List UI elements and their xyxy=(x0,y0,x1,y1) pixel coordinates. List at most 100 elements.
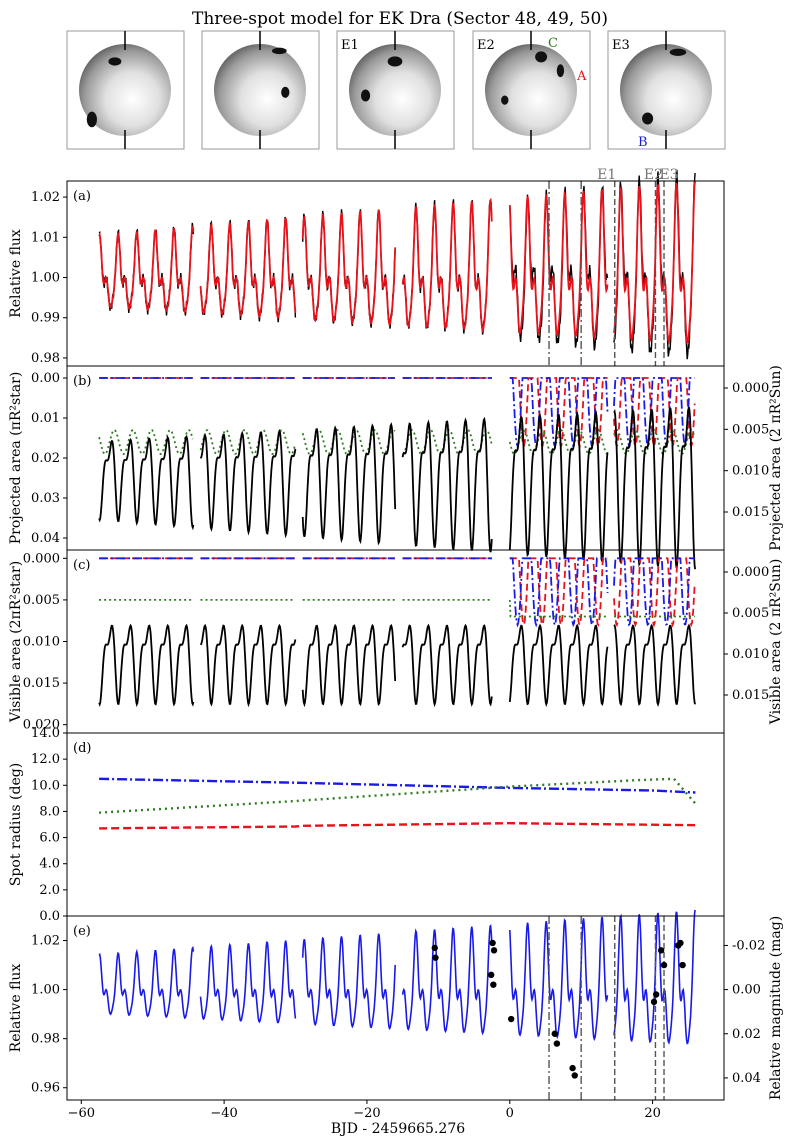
flare-point xyxy=(679,961,686,969)
star-disk xyxy=(214,44,306,136)
panel-frame xyxy=(66,732,725,917)
y-tick-label: 0.020 xyxy=(23,718,60,733)
panel-frame xyxy=(66,180,725,367)
starspot-1 xyxy=(271,47,287,55)
event-label: E3 xyxy=(659,167,678,183)
x-tick-label: 20 xyxy=(644,1106,661,1121)
y2-axis-label: Relative magnitude (mag) xyxy=(768,916,784,1100)
flare-point xyxy=(650,998,658,1006)
y-tick-label: 6.0 xyxy=(39,831,60,846)
spot-series-a xyxy=(99,557,696,628)
flare-point xyxy=(490,947,498,954)
starspot-3 xyxy=(501,95,509,105)
y-tick-label: 0.98 xyxy=(31,1032,60,1047)
spot-label-c: C xyxy=(548,36,558,51)
y-tick-label: 0.04 xyxy=(31,531,60,546)
flare-point xyxy=(490,981,497,988)
inset-4: E2 xyxy=(472,30,591,150)
starspot-1 xyxy=(669,48,687,56)
flux-curve xyxy=(98,909,696,1045)
event-label: E2 xyxy=(644,167,663,183)
y-tick-label: 1.02 xyxy=(31,190,60,205)
y-tick-label: 0.98 xyxy=(31,351,60,366)
y2-tick-label: 0.005 xyxy=(732,422,769,437)
y2-tick-label: 0.000 xyxy=(732,381,769,396)
y-tick-label: 1.02 xyxy=(31,934,60,949)
y-tick-label: 0.000 xyxy=(23,551,60,566)
inset-5: E3 xyxy=(607,30,726,150)
y-tick-label: 1.00 xyxy=(31,983,60,998)
y-tick-label: 0.96 xyxy=(31,1081,60,1096)
inset-label: E3 xyxy=(612,38,630,53)
model-curve xyxy=(98,180,696,345)
flare-point xyxy=(432,954,439,961)
flare-point xyxy=(569,1064,576,1072)
panel-letter: (d) xyxy=(73,741,91,756)
y-tick-label: 0.0 xyxy=(39,909,60,924)
starspot-2 xyxy=(556,64,565,78)
panel-letter: (a) xyxy=(73,189,91,204)
y2-tick-label: 0.010 xyxy=(732,647,769,662)
panel-a-light-curve: 0.98 0.99 1.00 1.01 1.02 Relative flux (a) E1 E2… xyxy=(8,167,725,367)
flare-point xyxy=(431,944,438,952)
y-axis-label: Relative flux xyxy=(8,229,24,318)
starspot-2 xyxy=(642,112,654,125)
x-tick-label: −20 xyxy=(353,1106,380,1121)
y-tick-label: 0.01 xyxy=(31,411,60,426)
panel-letter: (b) xyxy=(73,374,91,389)
total-area-curve xyxy=(98,623,696,708)
y-axis-label: Spot radius (deg) xyxy=(8,763,24,886)
flare-point xyxy=(551,1030,558,1037)
spot-series-b xyxy=(99,557,695,628)
star-disk xyxy=(620,44,712,136)
y-tick-label: 0.010 xyxy=(23,635,60,650)
y2-tick-label: 0.02 xyxy=(732,1027,761,1042)
inset-label: E2 xyxy=(477,38,495,53)
radius-series-spot-a xyxy=(99,821,696,830)
y2-tick-label: 0.00 xyxy=(732,983,761,998)
y-tick-label: 0.03 xyxy=(31,491,60,506)
panel-c-visible-area: 0.000 0.005 0.010 0.015 0.020 0.000 0.005 0.010… xyxy=(8,549,784,734)
flare-point xyxy=(507,1015,515,1023)
spot-label-a: A xyxy=(576,69,587,84)
y-tick-label: 0.02 xyxy=(31,451,60,466)
panel-d-spot-radius: 0.0 2.0 4.0 6.0 8.0 10.0 12.0 14.0 Spot radius (… xyxy=(8,726,725,924)
panel-letter: (e) xyxy=(73,924,91,939)
spot-series-b xyxy=(99,377,695,449)
flare-point xyxy=(487,971,495,979)
spot-label-b: B xyxy=(638,135,648,150)
y2-tick-label: 0.005 xyxy=(732,606,769,621)
star-disk xyxy=(485,44,577,136)
starspot-2 xyxy=(281,86,290,98)
inset-1 xyxy=(66,30,185,150)
x-tick-label: −40 xyxy=(210,1106,237,1121)
panel-frame xyxy=(66,915,725,1101)
panel-letter: (c) xyxy=(73,558,90,573)
radius-series-spot-b xyxy=(99,777,696,794)
y-tick-label: 2.0 xyxy=(39,883,60,898)
panel-b-projected-area: 0.00 0.01 0.02 0.03 0.04 0.000 0.005 0.010 0.015… xyxy=(8,365,784,570)
y-axis-label: Relative flux xyxy=(8,964,24,1053)
starspot-1 xyxy=(108,57,122,66)
flare-point xyxy=(571,1072,578,1079)
flare-point xyxy=(677,939,684,947)
radius-series-spot-c xyxy=(99,777,697,814)
x-tick-label: −60 xyxy=(68,1106,95,1121)
starspot-2 xyxy=(360,89,371,102)
spot-series-a xyxy=(99,377,696,449)
y-tick-label: 4.0 xyxy=(39,857,60,872)
total-area-curve xyxy=(98,406,696,570)
spot-model-insets: E1 E2 E3 C A B xyxy=(66,30,726,150)
event-label: E1 xyxy=(597,167,616,183)
x-axis-label: BJD - 2459665.276 xyxy=(331,1121,465,1137)
star-disk xyxy=(79,44,171,136)
flare-point xyxy=(657,947,665,954)
y2-tick-label: 0.015 xyxy=(732,688,769,703)
y2-axis-label: Visible area (2 πR²Sun) xyxy=(768,559,784,726)
y2-tick-label: 0.015 xyxy=(732,505,769,520)
inset-3: E1 xyxy=(336,30,455,150)
flare-point xyxy=(553,1040,561,1047)
starspot-1 xyxy=(535,51,548,63)
flare-point xyxy=(652,991,660,998)
